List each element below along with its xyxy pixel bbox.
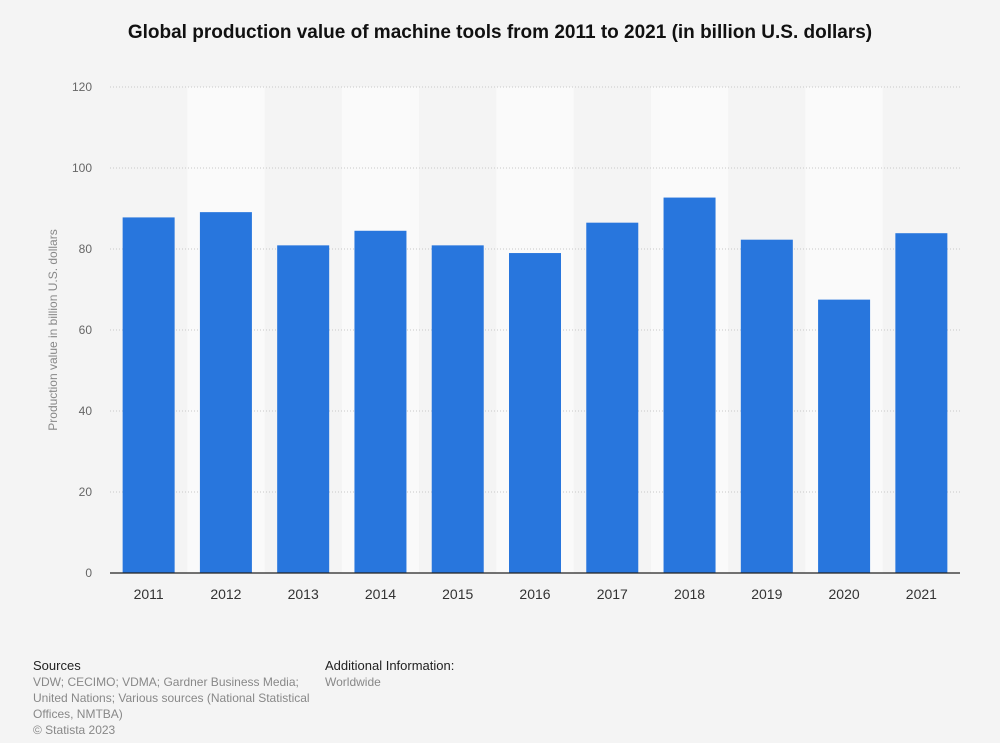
bar [277, 245, 330, 574]
bar [586, 222, 639, 574]
y-axis-label: Production value in billion U.S. dollars [46, 229, 60, 430]
chart-title: Global production value of machine tools… [127, 22, 873, 43]
x-tick-label: 2015 [442, 586, 473, 602]
sources-text: VDW; CECIMO; VDMA; Gardner Business Medi… [33, 675, 310, 721]
bar [354, 230, 407, 573]
x-tick-label: 2014 [365, 586, 396, 602]
bar [818, 299, 871, 573]
sources-heading: Sources [33, 658, 81, 673]
x-tick-label: 2020 [829, 586, 860, 602]
sources-section: Sources VDW; CECIMO; VDMA; Gardner Busin… [33, 658, 313, 722]
copyright: © Statista 2023 [33, 723, 116, 737]
x-tick-label: 2011 [134, 586, 164, 602]
x-tick-label: 2016 [519, 586, 550, 602]
x-tick-label: 2013 [288, 586, 319, 602]
additional-info-section: Additional Information: Worldwide [325, 658, 575, 690]
bar [199, 212, 252, 573]
x-tick-label: 2017 [597, 586, 628, 602]
x-tick-label: 2021 [906, 586, 937, 602]
y-tick-label: 100 [72, 161, 92, 175]
bar [663, 197, 716, 573]
y-tick-label: 80 [79, 242, 93, 256]
bar [895, 233, 948, 573]
bar [740, 239, 793, 573]
y-tick-label: 40 [79, 404, 93, 418]
y-tick-label: 60 [79, 323, 93, 337]
additional-info-text: Worldwide [325, 675, 381, 689]
bar-chart: 0 20 40 60 80 100 120 2011 2012 2013 2014 2015 2016 2… [46, 80, 960, 602]
additional-info-heading: Additional Information: [325, 658, 455, 673]
bar [122, 217, 175, 573]
x-tick-label: 2018 [674, 586, 705, 602]
bar [431, 245, 484, 574]
y-tick-label: 0 [85, 566, 92, 580]
bar [509, 253, 561, 574]
y-tick-label: 120 [72, 80, 92, 94]
x-tick-label: 2012 [210, 586, 241, 602]
y-tick-label: 20 [79, 485, 93, 499]
x-tick-label: 2019 [751, 586, 782, 602]
